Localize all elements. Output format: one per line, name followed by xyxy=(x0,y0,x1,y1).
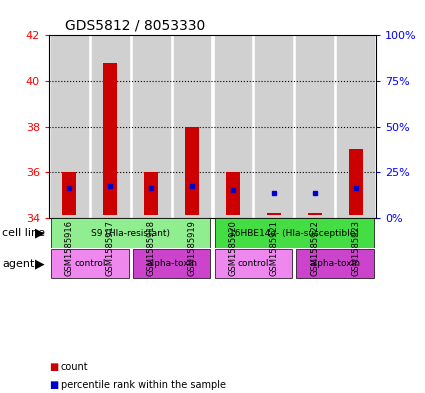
Bar xyxy=(92,35,129,218)
Bar xyxy=(267,213,281,215)
Bar xyxy=(215,249,292,278)
Bar xyxy=(51,35,88,218)
Text: GSM1585923: GSM1585923 xyxy=(351,220,360,275)
Bar xyxy=(226,172,240,215)
Bar xyxy=(144,172,158,215)
Bar xyxy=(337,35,374,218)
Text: GSM1585918: GSM1585918 xyxy=(147,220,156,275)
Text: GSM1585916: GSM1585916 xyxy=(65,220,74,275)
Text: GSM1585919: GSM1585919 xyxy=(187,220,196,275)
Text: GDS5812 / 8053330: GDS5812 / 8053330 xyxy=(65,19,205,33)
Text: GSM1585917: GSM1585917 xyxy=(106,220,115,275)
Text: percentile rank within the sample: percentile rank within the sample xyxy=(61,380,226,390)
Bar xyxy=(255,35,292,218)
Bar xyxy=(51,219,210,248)
Bar xyxy=(308,213,322,215)
Text: ■: ■ xyxy=(49,362,58,373)
Text: count: count xyxy=(61,362,88,373)
Bar xyxy=(103,63,117,215)
Text: ■: ■ xyxy=(49,380,58,390)
Bar xyxy=(296,35,333,218)
Bar xyxy=(174,35,210,218)
Bar xyxy=(133,35,170,218)
Text: control: control xyxy=(238,259,269,268)
Bar xyxy=(215,219,374,248)
Bar xyxy=(133,249,210,278)
Bar xyxy=(185,127,199,215)
Text: GSM1585921: GSM1585921 xyxy=(269,220,278,275)
Text: GSM1585920: GSM1585920 xyxy=(229,220,238,275)
Text: GSM1585922: GSM1585922 xyxy=(310,220,319,275)
Bar xyxy=(215,35,251,218)
Text: ▶: ▶ xyxy=(35,226,45,240)
Text: S9 (Hla-resistant): S9 (Hla-resistant) xyxy=(91,229,170,237)
Text: control: control xyxy=(74,259,105,268)
Bar xyxy=(348,149,363,215)
Text: cell line: cell line xyxy=(2,228,45,238)
Text: ▶: ▶ xyxy=(35,257,45,270)
Bar xyxy=(296,249,374,278)
Bar xyxy=(62,172,76,215)
Text: alpha-toxin: alpha-toxin xyxy=(146,259,197,268)
Text: 16HBE14o- (Hla-susceptible): 16HBE14o- (Hla-susceptible) xyxy=(230,229,359,237)
Text: alpha-toxin: alpha-toxin xyxy=(310,259,361,268)
Bar xyxy=(51,249,129,278)
Text: agent: agent xyxy=(2,259,34,269)
